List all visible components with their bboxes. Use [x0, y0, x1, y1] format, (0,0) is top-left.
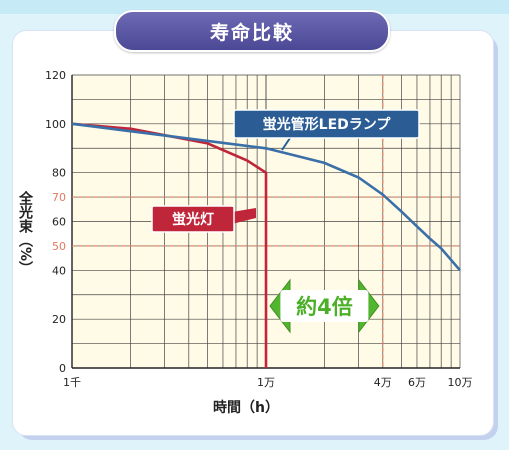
fluorescent-label-arrow: [232, 208, 256, 224]
x-tick-label: 10万: [448, 376, 473, 389]
y-tick-label: 50: [52, 240, 66, 253]
series-line-led: [71, 122, 461, 272]
series-label-fluorescent: 蛍光灯: [172, 211, 214, 228]
reference-lines: [72, 75, 460, 368]
x-tick-label: 4万: [374, 376, 392, 389]
four-times-label-bg: [280, 290, 369, 322]
y-tick-label: 0: [59, 362, 66, 375]
y-tick-label: 80: [52, 167, 66, 180]
y-tick-label: 120: [45, 69, 66, 82]
series: [71, 122, 461, 368]
annotation-four-times: 約4倍: [296, 295, 353, 319]
y-axis-label: 全光束（%）: [17, 190, 33, 276]
series-label-led: 蛍光管形LEDランプ: [263, 116, 392, 133]
led-label-box: [233, 109, 420, 139]
series-line-fluorescent: [71, 122, 268, 368]
chart-title: 寿命比較: [114, 10, 390, 52]
y-tick-label: 70: [52, 191, 66, 204]
x-tick-label: 1千: [63, 376, 81, 389]
led-label-pointer: [281, 137, 291, 151]
y-tick-label: 100: [45, 118, 66, 131]
x-tick-label: 1万: [257, 376, 275, 389]
x-axis-label: 時間（h）: [213, 399, 279, 416]
y-tick-label: 60: [52, 216, 66, 229]
y-tick-label: 40: [52, 264, 66, 277]
y-tick-label: 20: [52, 313, 66, 326]
x-tick-label: 6万: [408, 376, 426, 389]
fluorescent-label-box: [151, 205, 235, 233]
